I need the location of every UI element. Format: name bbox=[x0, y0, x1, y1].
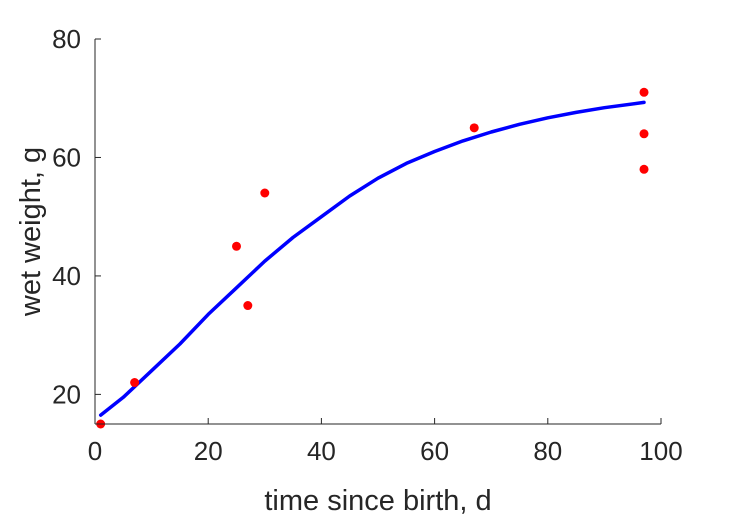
data-point bbox=[243, 301, 253, 311]
x-tick-label: 20 bbox=[194, 436, 223, 466]
y-tick-label: 80 bbox=[52, 24, 81, 54]
data-point bbox=[130, 378, 140, 388]
y-axis-label: wet weight, g bbox=[15, 147, 47, 317]
data-point bbox=[639, 164, 649, 174]
data-point bbox=[639, 129, 649, 139]
data-point bbox=[260, 188, 270, 198]
y-tick-label: 40 bbox=[52, 261, 81, 291]
x-tick-label: 40 bbox=[307, 436, 336, 466]
y-tick-label: 60 bbox=[52, 142, 81, 172]
y-tick-label: 20 bbox=[52, 379, 81, 409]
axes bbox=[94, 39, 661, 425]
fit-curve bbox=[98, 100, 646, 417]
x-tick-label: 60 bbox=[420, 436, 449, 466]
x-tick-label: 80 bbox=[533, 436, 562, 466]
plot-area bbox=[96, 87, 649, 429]
x-tick-label: 0 bbox=[88, 436, 102, 466]
x-tick-label: 100 bbox=[639, 436, 682, 466]
data-point bbox=[639, 87, 649, 97]
x-axis-label: time since birth, d bbox=[264, 485, 491, 517]
data-point bbox=[232, 241, 241, 251]
data-point bbox=[469, 123, 479, 133]
